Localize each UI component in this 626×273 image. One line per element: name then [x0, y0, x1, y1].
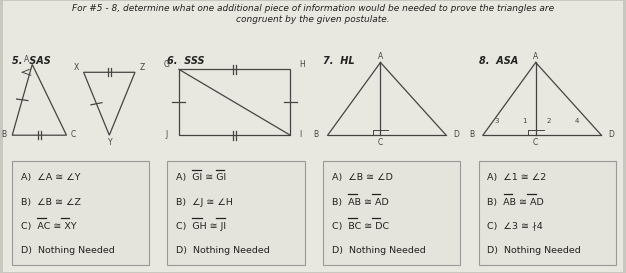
Text: 5.  SAS: 5. SAS: [13, 56, 51, 66]
FancyBboxPatch shape: [324, 161, 460, 265]
Text: A)  ∠1 ≅ ∠2: A) ∠1 ≅ ∠2: [487, 174, 546, 182]
Text: C: C: [533, 138, 538, 147]
Text: 3: 3: [495, 118, 500, 124]
Text: B)  ∠B ≅ ∠Z: B) ∠B ≅ ∠Z: [21, 198, 81, 206]
Text: X: X: [74, 63, 79, 72]
Text: 7.  HL: 7. HL: [324, 56, 355, 66]
Text: Z: Z: [140, 63, 145, 72]
Text: 1: 1: [522, 118, 526, 124]
Text: C: C: [378, 138, 383, 147]
Text: A)  ∠B ≅ ∠D: A) ∠B ≅ ∠D: [332, 174, 393, 182]
Text: B: B: [1, 130, 6, 139]
Text: congruent by the given postulate.: congruent by the given postulate.: [236, 15, 390, 24]
Text: I: I: [299, 130, 301, 139]
Text: A)  GI ≅ GI: A) GI ≅ GI: [176, 174, 227, 182]
FancyBboxPatch shape: [479, 161, 615, 265]
Text: B: B: [314, 130, 319, 139]
Text: H: H: [299, 60, 304, 69]
FancyBboxPatch shape: [168, 161, 304, 265]
Text: D)  Nothing Needed: D) Nothing Needed: [176, 246, 270, 254]
Text: A: A: [24, 55, 29, 64]
Text: B: B: [469, 130, 474, 139]
Text: D)  Nothing Needed: D) Nothing Needed: [332, 246, 426, 254]
Text: J: J: [165, 130, 167, 139]
Text: B)  AB ≅ AD: B) AB ≅ AD: [487, 198, 544, 206]
Text: C)  BC ≅ DC: C) BC ≅ DC: [332, 222, 389, 230]
Text: 2: 2: [546, 118, 551, 124]
Text: G: G: [163, 60, 169, 69]
Text: D)  Nothing Needed: D) Nothing Needed: [21, 246, 115, 254]
Text: D: D: [453, 130, 459, 139]
Text: C)  AC ≅ XY: C) AC ≅ XY: [21, 222, 76, 230]
Text: C: C: [71, 130, 76, 139]
Text: C)  GH ≅ JI: C) GH ≅ JI: [176, 222, 226, 230]
Text: Y: Y: [108, 138, 113, 147]
Text: 8.  ASA: 8. ASA: [479, 56, 518, 66]
Text: A: A: [533, 52, 538, 61]
Text: B)  ∠J ≅ ∠H: B) ∠J ≅ ∠H: [176, 198, 233, 206]
Text: A)  ∠A ≅ ∠Y: A) ∠A ≅ ∠Y: [21, 174, 80, 182]
Text: For #5 - 8, determine what one additional piece of information would be needed t: For #5 - 8, determine what one additiona…: [72, 4, 554, 13]
Text: C)  ∠3 ≅ ∤4: C) ∠3 ≅ ∤4: [487, 222, 543, 230]
Text: 4: 4: [575, 118, 579, 124]
Text: A: A: [378, 52, 383, 61]
Text: B)  AB ≅ AD: B) AB ≅ AD: [332, 198, 389, 206]
Text: D)  Nothing Needed: D) Nothing Needed: [487, 246, 581, 254]
FancyBboxPatch shape: [13, 161, 149, 265]
Text: 6.  SSS: 6. SSS: [168, 56, 205, 66]
Text: D: D: [608, 130, 614, 139]
